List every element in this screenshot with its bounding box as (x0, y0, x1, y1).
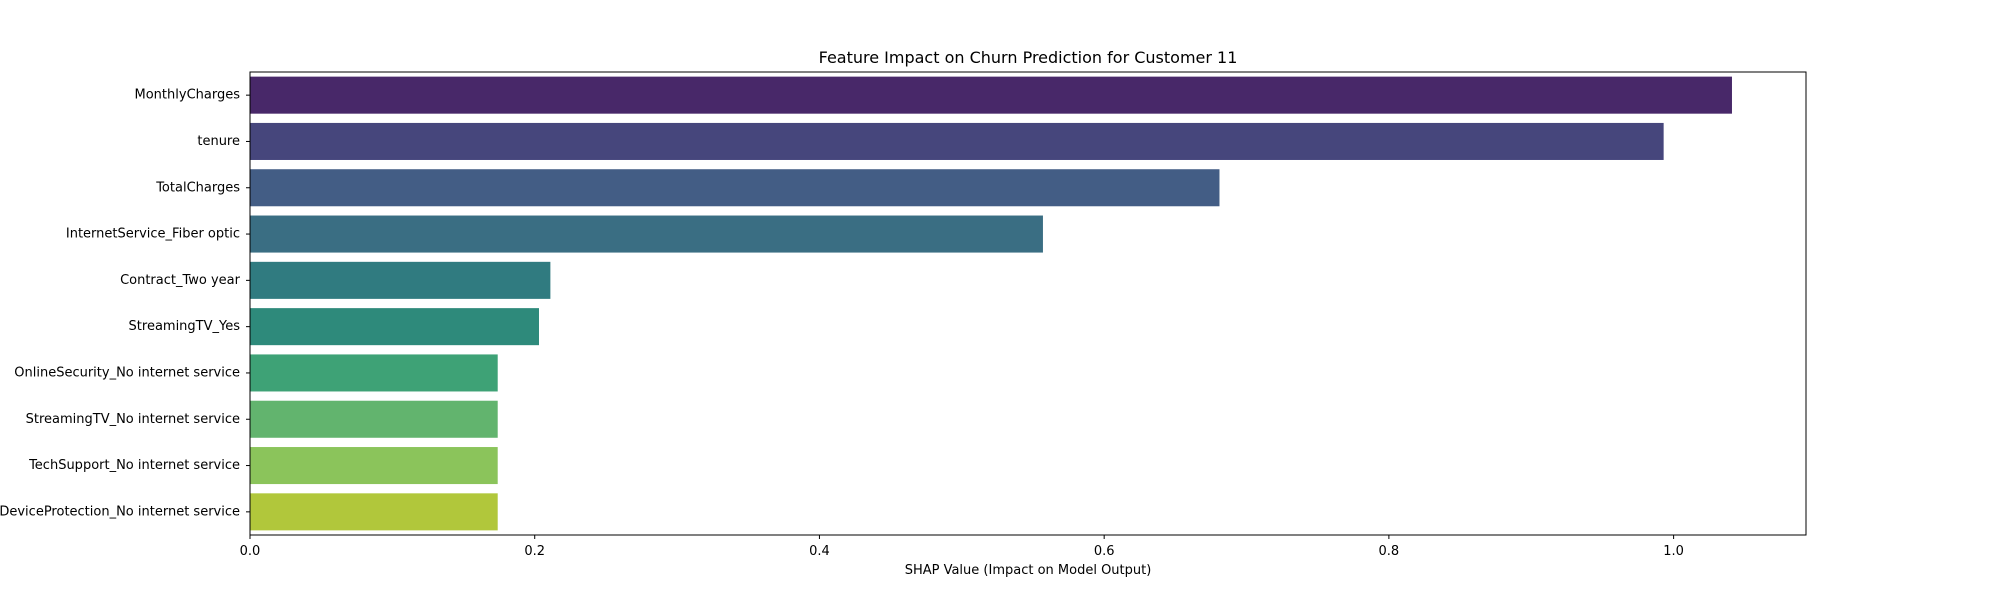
bars-group (250, 76, 1732, 531)
x-tick-label: 1.0 (1663, 544, 1684, 559)
bar-6 (250, 354, 498, 392)
y-tick-label: DeviceProtection_No internet service (0, 504, 240, 519)
y-tick-label: tenure (197, 134, 240, 149)
bar-8 (250, 447, 498, 485)
bar-7 (250, 400, 498, 438)
bar-0 (250, 76, 1732, 114)
y-tick-label: StreamingTV_No internet service (26, 412, 240, 427)
bar-4 (250, 261, 551, 299)
bar-9 (250, 493, 498, 531)
y-tick-label: InternetService_Fiber optic (66, 227, 240, 242)
x-axis-ticks: 0.0 0.2 0.4 0.6 0.8 1.0 (240, 535, 1684, 559)
y-tick-label: OnlineSecurity_No internet service (14, 365, 240, 380)
y-tick-label: MonthlyCharges (135, 88, 241, 103)
bar-3 (250, 215, 1043, 253)
x-tick-label: 0.8 (1379, 544, 1400, 559)
bar-5 (250, 308, 539, 346)
y-tick-label: StreamingTV_Yes (129, 319, 241, 334)
bar-2 (250, 169, 1220, 207)
x-tick-label: 0.0 (240, 544, 261, 559)
x-tick-label: 0.2 (524, 544, 545, 559)
x-tick-label: 0.6 (1094, 544, 1115, 559)
y-axis-ticks: MonthlyCharges tenure TotalCharges Internet… (0, 88, 250, 519)
y-tick-label: TotalCharges (155, 180, 240, 195)
chart-title: Feature Impact on Churn Prediction for C… (819, 48, 1238, 67)
y-tick-label: TechSupport_No internet service (28, 458, 240, 473)
x-tick-label: 0.4 (809, 544, 830, 559)
y-tick-label: Contract_Two year (120, 273, 241, 288)
plot-frame (249, 71, 1807, 536)
x-axis-label: SHAP Value (Impact on Model Output) (905, 563, 1152, 578)
bar-1 (250, 122, 1664, 160)
